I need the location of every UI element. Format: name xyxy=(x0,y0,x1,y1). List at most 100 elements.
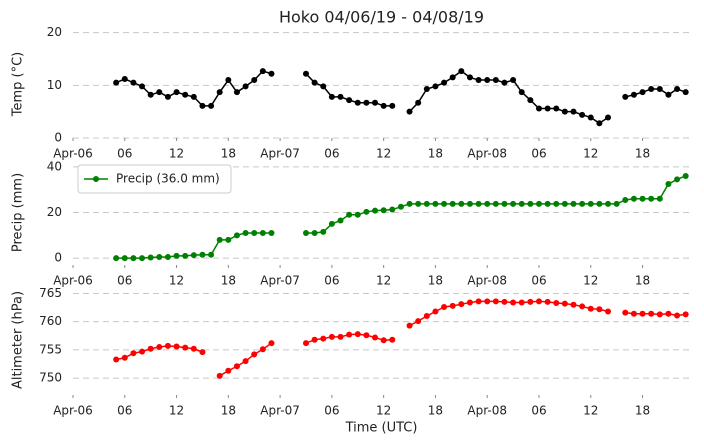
data-point xyxy=(553,300,560,307)
chart-title: Hoko 04/06/19 - 04/08/19 xyxy=(279,8,484,27)
data-point xyxy=(553,105,560,112)
y-tick-label: 40 xyxy=(47,159,62,173)
data-point xyxy=(665,310,672,317)
data-point xyxy=(535,105,542,112)
data-point xyxy=(527,97,534,104)
data-point xyxy=(225,77,232,84)
data-point xyxy=(328,220,335,227)
data-point xyxy=(156,89,163,96)
data-point xyxy=(268,230,275,237)
data-point xyxy=(475,77,482,84)
x-tick-label: 18 xyxy=(428,404,443,418)
data-point xyxy=(501,200,508,207)
data-point xyxy=(233,232,240,239)
data-point xyxy=(268,70,275,77)
x-tick-label: 18 xyxy=(635,274,650,288)
data-point xyxy=(251,351,258,358)
data-point xyxy=(458,68,465,75)
data-point xyxy=(665,91,672,98)
data-point xyxy=(147,91,154,98)
y-axis-label: Precip (mm) xyxy=(11,173,26,252)
data-point xyxy=(605,200,612,207)
y-tick-label: 20 xyxy=(47,25,62,39)
x-tick-label: 12 xyxy=(169,404,184,418)
x-tick-label: 18 xyxy=(428,147,443,161)
data-point xyxy=(406,322,413,329)
data-point xyxy=(156,344,163,351)
x-tick-label: 06 xyxy=(531,274,546,288)
y-tick-label: 10 xyxy=(47,78,62,92)
data-point xyxy=(466,74,473,81)
y-tick-label: 765 xyxy=(39,286,62,300)
data-point xyxy=(630,195,637,202)
x-tick-label: 18 xyxy=(635,404,650,418)
data-point xyxy=(130,350,137,357)
x-tick-label: 06 xyxy=(324,274,339,288)
data-point xyxy=(259,346,266,353)
data-line xyxy=(409,70,609,125)
x-tick-label: 06 xyxy=(117,274,132,288)
data-point xyxy=(518,200,525,207)
data-point xyxy=(501,79,508,86)
data-point xyxy=(199,102,206,109)
data-point xyxy=(337,333,344,340)
data-point xyxy=(449,302,456,309)
x-tick-label: 12 xyxy=(376,404,391,418)
data-point xyxy=(587,200,594,207)
data-point xyxy=(346,331,353,338)
x-tick-label: 06 xyxy=(324,404,339,418)
x-tick-label: Apr-06 xyxy=(53,147,93,161)
data-point xyxy=(164,342,171,349)
data-point xyxy=(121,354,128,361)
data-point xyxy=(190,252,197,259)
data-point xyxy=(320,335,327,342)
data-point xyxy=(544,298,551,305)
data-point xyxy=(389,102,396,109)
data-point xyxy=(328,333,335,340)
data-point xyxy=(579,111,586,118)
data-point xyxy=(466,200,473,207)
data-point xyxy=(441,304,448,310)
data-point xyxy=(432,83,439,90)
data-point xyxy=(389,336,396,343)
data-point xyxy=(216,236,223,243)
x-tick-label: 12 xyxy=(583,274,598,288)
data-point xyxy=(682,172,689,179)
data-point xyxy=(259,230,266,237)
data-point xyxy=(432,308,439,315)
y-tick-label: 0 xyxy=(54,251,62,265)
data-point xyxy=(570,301,577,308)
data-point xyxy=(475,200,482,207)
data-point xyxy=(354,331,361,338)
x-tick-label: 12 xyxy=(376,147,391,161)
data-point xyxy=(208,102,215,109)
data-point xyxy=(544,105,551,112)
data-point xyxy=(164,93,171,100)
x-tick-label: 12 xyxy=(583,147,598,161)
y-tick-label: 760 xyxy=(39,314,62,328)
data-point xyxy=(182,91,189,98)
data-point xyxy=(674,312,681,319)
data-point xyxy=(337,93,344,100)
data-point xyxy=(139,83,146,90)
data-point xyxy=(527,298,534,305)
x-axis-label: Time (UTC) xyxy=(345,421,418,436)
data-point xyxy=(544,200,551,207)
data-point xyxy=(190,93,197,100)
data-point xyxy=(648,310,655,317)
x-tick-label: 06 xyxy=(531,404,546,418)
legend-box xyxy=(77,164,232,194)
data-point xyxy=(121,75,128,82)
x-tick-label: 06 xyxy=(324,147,339,161)
data-point xyxy=(674,86,681,93)
data-point xyxy=(656,311,663,318)
data-point xyxy=(233,89,240,96)
data-point xyxy=(587,305,594,312)
data-point xyxy=(363,208,370,215)
data-point xyxy=(406,108,413,115)
data-point xyxy=(363,332,370,339)
data-point xyxy=(380,102,387,109)
x-tick-label: 12 xyxy=(376,274,391,288)
data-point xyxy=(432,200,439,207)
x-tick-label: 18 xyxy=(428,274,443,288)
